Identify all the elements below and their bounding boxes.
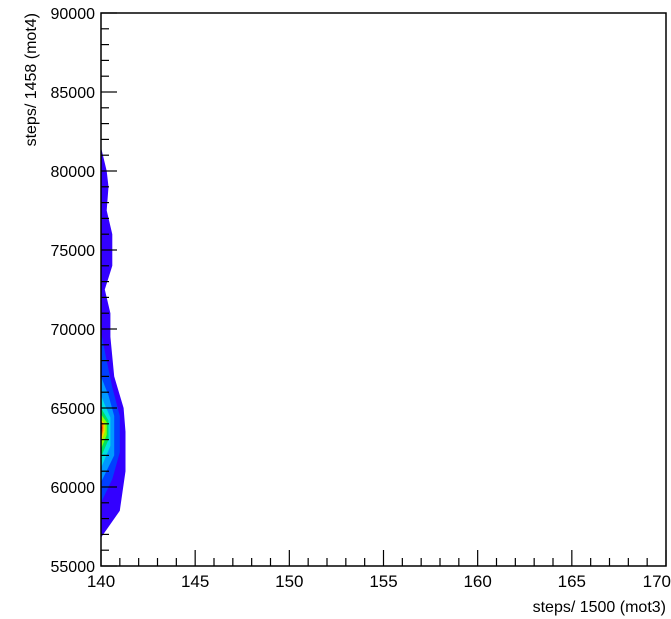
x-tick-label: 145 xyxy=(181,572,209,591)
x-tick-label: 170 xyxy=(643,572,671,591)
x-tick-labels: 140 145 150 155 160 165 170 xyxy=(87,572,671,591)
x-axis-title: steps/ 1500 (mot3) xyxy=(533,599,666,616)
y-tick-labels: 55000 60000 65000 70000 75000 80000 85000 90000 xyxy=(51,6,96,576)
x-tick-label: 160 xyxy=(463,572,491,591)
y-axis-title: steps/ 1458 (mot4) xyxy=(23,13,40,146)
y-tick-label: 70000 xyxy=(51,322,96,339)
y-tick-label: 60000 xyxy=(51,480,96,497)
y-tick-label: 80000 xyxy=(51,164,96,181)
x-tick-label: 165 xyxy=(558,572,586,591)
y-tick-label: 90000 xyxy=(51,6,96,23)
x-tick-label: 150 xyxy=(275,572,303,591)
plot-frame xyxy=(100,12,667,567)
x-tick-label: 140 xyxy=(87,572,115,591)
axis-ticks xyxy=(100,12,667,567)
y-tick-label: 65000 xyxy=(51,401,96,418)
y-tick-label: 85000 xyxy=(51,85,96,102)
y-tick-label: 55000 xyxy=(51,559,96,576)
x-tick-label: 155 xyxy=(369,572,397,591)
y-tick-label: 75000 xyxy=(51,243,96,260)
contour-layer xyxy=(101,147,126,538)
